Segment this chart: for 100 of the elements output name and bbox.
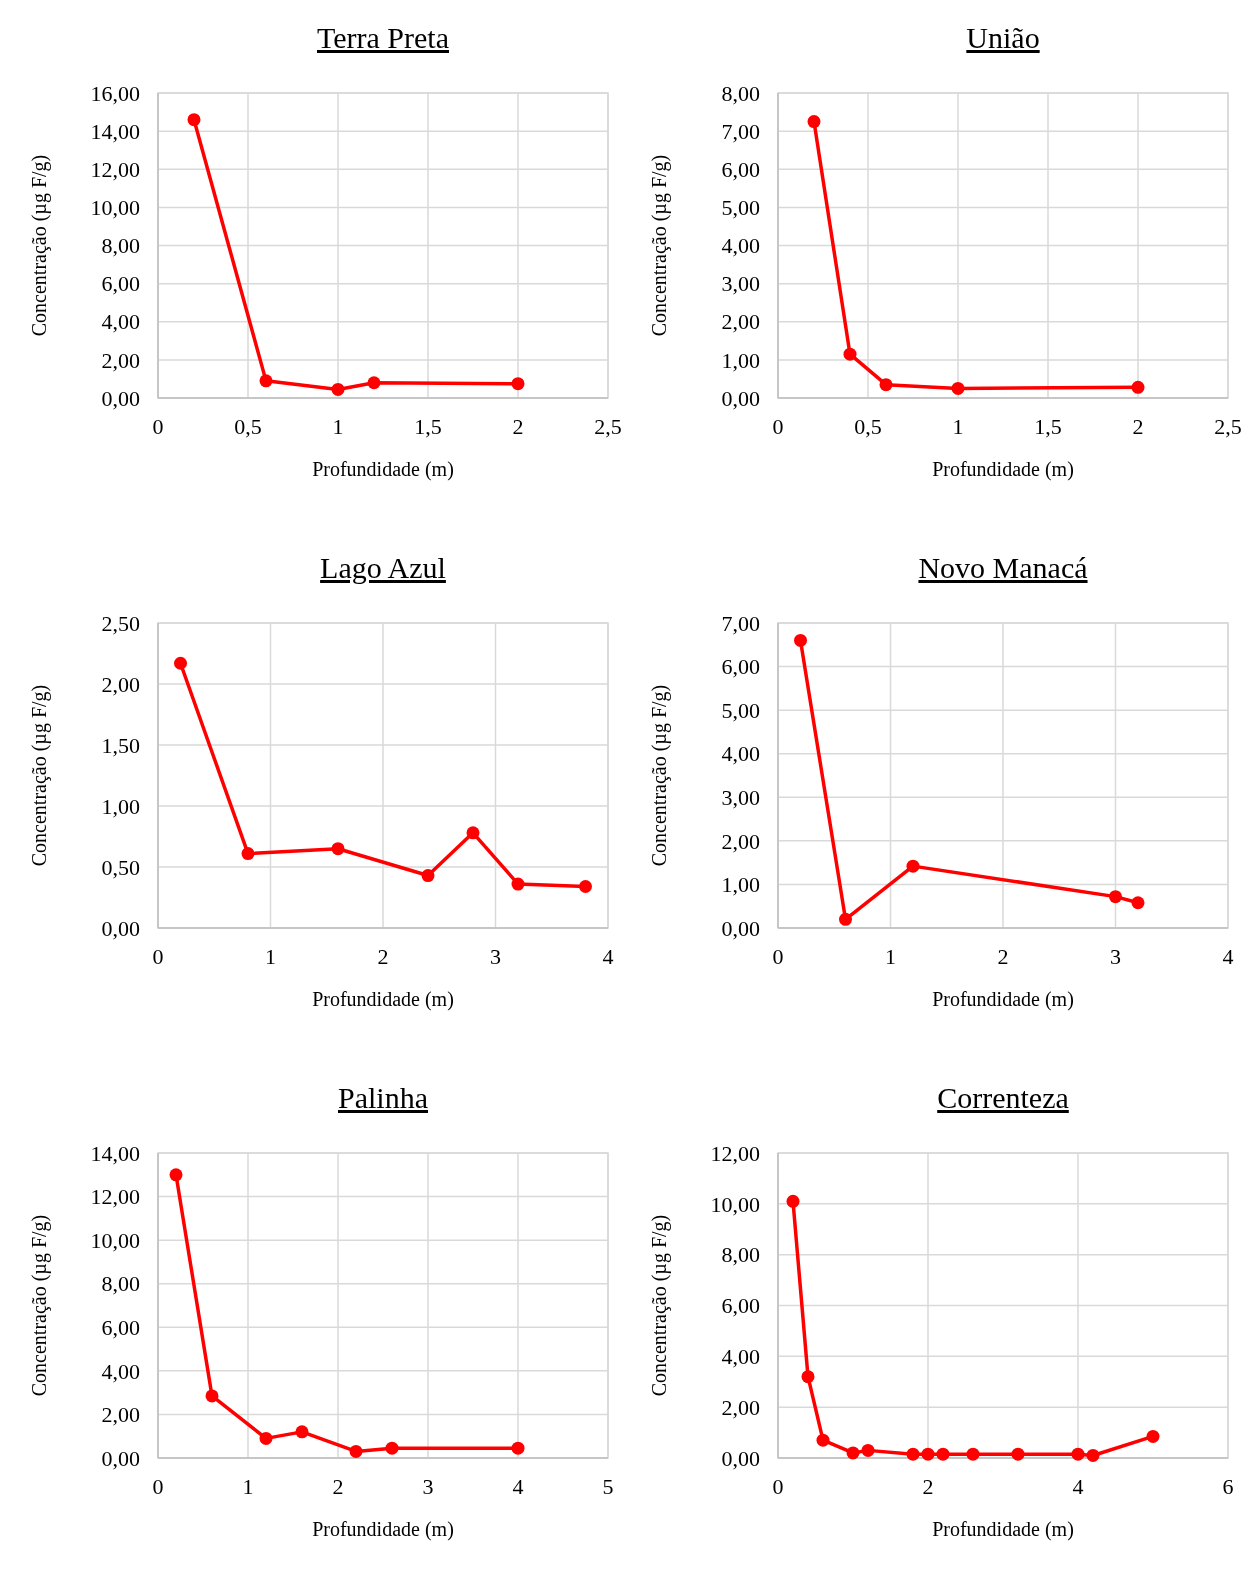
x-tick-label: 0 xyxy=(772,944,784,969)
point xyxy=(1071,1447,1085,1461)
x-tick-label: 6 xyxy=(1222,1474,1234,1499)
x-tick-label: 1 xyxy=(332,414,344,439)
x-tick-label: 2 xyxy=(332,1474,344,1499)
point xyxy=(879,378,893,392)
x-axis-title: Profundidade (m) xyxy=(312,458,454,481)
y-tick-label: 8,00 xyxy=(101,233,140,259)
y-tick-label: 12,00 xyxy=(90,1184,140,1210)
y-tick-label: 6,00 xyxy=(721,654,760,680)
point xyxy=(1086,1448,1100,1462)
y-tick-label: 14,00 xyxy=(90,118,140,144)
y-axis-title: Concentração (µg F/g) xyxy=(28,684,51,867)
x-axis-title: Profundidade (m) xyxy=(312,1518,454,1541)
point xyxy=(936,1447,950,1461)
point xyxy=(421,869,435,883)
y-tick-label: 7,00 xyxy=(721,610,760,636)
point xyxy=(241,847,255,861)
y-tick-label: 0,00 xyxy=(721,1445,760,1471)
y-tick-label: 10,00 xyxy=(710,1191,760,1217)
point xyxy=(816,1433,830,1447)
y-tick-label: 10,00 xyxy=(90,195,140,221)
y-tick-label: 3,00 xyxy=(721,784,760,810)
x-tick-label: 1 xyxy=(242,1474,254,1499)
y-tick-label: 0,00 xyxy=(101,1445,140,1471)
y-tick-label: 4,00 xyxy=(101,309,140,335)
y-tick-label: 7,00 xyxy=(721,118,760,144)
chart-title: União xyxy=(966,21,1040,54)
chart-title: Novo Manacá xyxy=(918,551,1088,584)
y-axis-title: Concentração (µg F/g) xyxy=(648,684,671,867)
point xyxy=(1131,380,1145,394)
x-tick-label: 2 xyxy=(377,944,389,969)
y-tick-label: 1,00 xyxy=(101,793,140,819)
x-tick-label: 2,5 xyxy=(594,414,622,439)
y-tick-label: 5,00 xyxy=(721,195,760,221)
point xyxy=(906,1447,920,1461)
y-tick-label: 6,00 xyxy=(101,1314,140,1340)
x-tick-label: 2,5 xyxy=(1214,414,1242,439)
chart-title: Terra Preta xyxy=(317,21,449,54)
chart-title: Correnteza xyxy=(937,1081,1069,1114)
point xyxy=(906,859,920,873)
chart-title: Lago Azul xyxy=(320,551,446,584)
point xyxy=(1109,890,1122,904)
point xyxy=(861,1443,875,1457)
y-tick-label: 6,00 xyxy=(721,1293,760,1319)
x-tick-label: 1 xyxy=(885,944,896,969)
y-tick-label: 16,00 xyxy=(90,80,140,106)
point xyxy=(259,374,273,388)
y-tick-label: 3,00 xyxy=(721,271,760,297)
y-tick-label: 2,00 xyxy=(101,671,140,697)
x-tick-label: 3 xyxy=(1110,944,1121,969)
point xyxy=(511,877,525,891)
point xyxy=(579,880,592,894)
x-axis-title: Profundidade (m) xyxy=(932,458,1074,481)
point xyxy=(367,376,381,390)
point xyxy=(1131,896,1145,910)
y-axis-title: Concentração (µg F/g) xyxy=(28,1214,51,1397)
point xyxy=(951,381,965,395)
x-tick-label: 0,5 xyxy=(234,414,262,439)
x-axis-title: Profundidade (m) xyxy=(932,988,1074,1011)
y-tick-label: 2,50 xyxy=(101,610,140,636)
point xyxy=(295,1425,309,1439)
x-tick-label: 0 xyxy=(152,944,164,969)
point xyxy=(349,1444,363,1458)
y-tick-label: 2,00 xyxy=(101,1402,140,1428)
y-tick-label: 4,00 xyxy=(721,1344,760,1370)
y-tick-label: 1,00 xyxy=(721,872,760,898)
x-axis-title: Profundidade (m) xyxy=(312,988,454,1011)
y-tick-label: 8,00 xyxy=(721,80,760,106)
x-tick-label: 2 xyxy=(512,414,524,439)
x-tick-label: 1,5 xyxy=(414,414,442,439)
y-tick-label: 1,50 xyxy=(101,732,140,758)
point xyxy=(385,1441,399,1455)
x-tick-label: 0 xyxy=(772,1474,784,1499)
x-tick-label: 4 xyxy=(602,944,614,969)
y-tick-label: 5,00 xyxy=(721,697,760,723)
x-tick-label: 2 xyxy=(1132,414,1144,439)
x-tick-label: 4 xyxy=(1072,1474,1084,1499)
x-axis-title: Profundidade (m) xyxy=(932,1518,1074,1541)
point xyxy=(331,842,345,856)
x-tick-label: 2 xyxy=(922,1474,934,1499)
x-tick-label: 0 xyxy=(772,414,784,439)
point xyxy=(511,377,525,391)
y-tick-label: 0,50 xyxy=(101,854,140,880)
y-axis-title: Concentração (µg F/g) xyxy=(648,154,671,337)
y-tick-label: 4,00 xyxy=(721,741,760,767)
point xyxy=(205,1389,219,1403)
x-tick-label: 4 xyxy=(512,1474,524,1499)
y-tick-label: 2,00 xyxy=(101,347,140,373)
y-tick-label: 6,00 xyxy=(101,271,140,297)
point xyxy=(966,1447,980,1461)
point xyxy=(511,1441,525,1455)
point xyxy=(1011,1447,1025,1461)
y-tick-label: 0,00 xyxy=(721,915,760,941)
point xyxy=(259,1431,273,1445)
point xyxy=(169,1168,183,1182)
y-tick-label: 0,00 xyxy=(101,915,140,941)
point xyxy=(466,826,480,840)
chart-title: Palinha xyxy=(338,1081,428,1114)
x-tick-label: 3 xyxy=(490,944,501,969)
